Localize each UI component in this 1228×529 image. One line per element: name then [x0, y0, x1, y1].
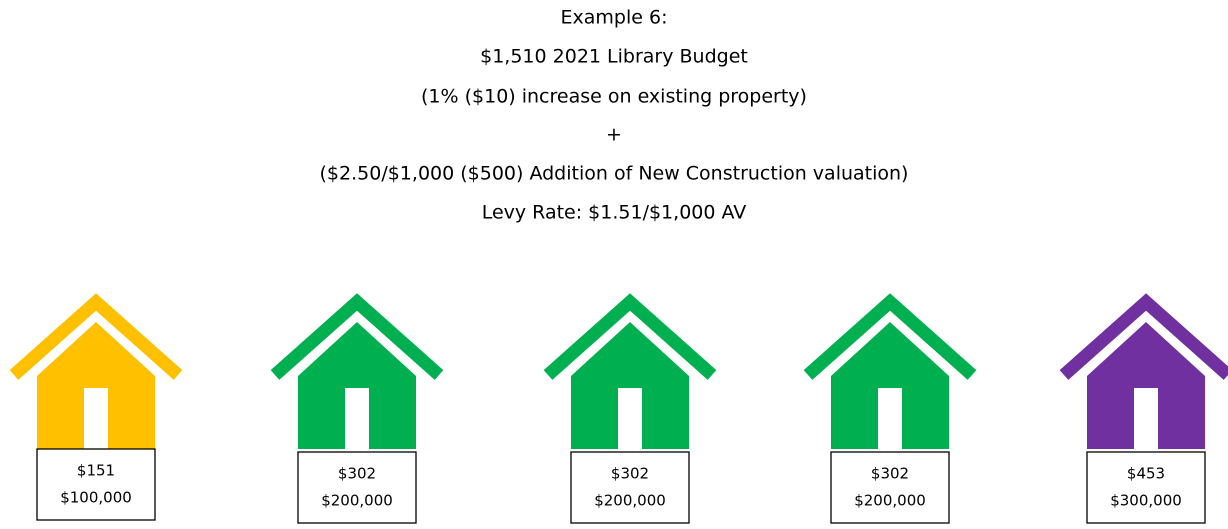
house-value: $100,000 — [60, 489, 132, 507]
title-line: ($2.50/$1,000 ($500) Addition of New Con… — [320, 163, 909, 185]
label-box — [570, 451, 690, 524]
label-box — [297, 451, 417, 524]
house-door — [345, 388, 369, 449]
house-tax: $302 — [611, 465, 649, 483]
house-door — [1134, 388, 1158, 449]
title-line: $1,510 2021 Library Budget — [480, 46, 748, 68]
house-body — [831, 322, 949, 449]
house-tax: $453 — [1127, 465, 1165, 483]
house-tax: $151 — [77, 462, 115, 480]
house-body — [37, 322, 155, 449]
house-roof — [270, 293, 444, 380]
label-box — [1086, 451, 1206, 524]
house: $302 $200,000 — [543, 293, 717, 524]
title-line: + — [606, 124, 622, 146]
house: $302 $200,000 — [270, 293, 444, 524]
house-tax: $302 — [338, 465, 376, 483]
house-body — [1087, 322, 1205, 449]
title-line: Example 6: — [561, 7, 668, 29]
house: $302 $200,000 — [803, 293, 977, 524]
house-door — [84, 388, 108, 449]
house-tax: $302 — [871, 465, 909, 483]
house-body — [571, 322, 689, 449]
house-value: $200,000 — [321, 492, 393, 510]
house-value: $300,000 — [1110, 492, 1182, 510]
house: $453 $300,000 — [1059, 293, 1228, 524]
house-roof — [543, 293, 717, 380]
label-box — [36, 448, 156, 521]
house-roof — [9, 293, 183, 380]
house-roof — [803, 293, 977, 380]
label-box — [830, 451, 950, 524]
house-door — [878, 388, 902, 449]
house-door — [618, 388, 642, 449]
house: $151 $100,000 — [9, 293, 183, 521]
title-line: Levy Rate: $1.51/$1,000 AV — [482, 202, 747, 224]
house-value: $200,000 — [594, 492, 666, 510]
title-line: (1% ($10) increase on existing property) — [421, 86, 807, 108]
house-value: $200,000 — [854, 492, 926, 510]
house-roof — [1059, 293, 1228, 380]
house-body — [298, 322, 416, 449]
